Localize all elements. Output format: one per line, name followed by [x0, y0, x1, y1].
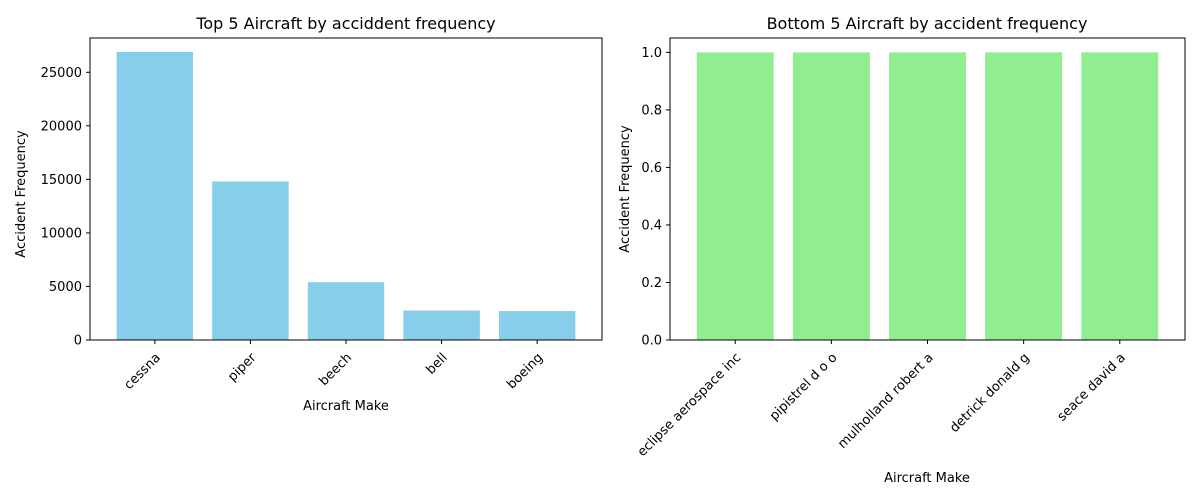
- bar-beech: [307, 282, 385, 340]
- left-chart-plot-frame: [89, 37, 603, 341]
- bar-detrick-donald-g: [985, 52, 1063, 340]
- left-chart-yticks: 0 5000 10000 15000 20000 25000: [41, 66, 90, 349]
- left-chart-xlabel: Aircraft Make: [303, 399, 389, 414]
- y-tick-label: 0.2: [641, 276, 662, 291]
- y-tick-label: 0.8: [641, 103, 662, 118]
- bar-eclipse-aerospace-inc: [696, 52, 774, 340]
- right-chart-bars: [696, 52, 1159, 340]
- y-tick-label: 25000: [41, 66, 82, 81]
- bar-seace-david-a: [1081, 52, 1159, 340]
- bar-piper: [212, 181, 289, 340]
- y-tick-label: 1.0: [641, 46, 662, 61]
- bar-bell: [403, 310, 480, 340]
- y-tick-label: 15000: [41, 173, 82, 188]
- right-chart-yticks: 0.0 0.2 0.4 0.6 0.8 1.0: [641, 46, 670, 349]
- bar-pipistrel-d-o-o: [792, 52, 870, 340]
- y-tick-label: 0.4: [641, 218, 662, 233]
- bar-cessna: [116, 51, 194, 340]
- left-chart-bars: [116, 51, 576, 340]
- y-tick-label: 0.0: [641, 334, 662, 349]
- right-chart-ylabel: Accident Frequency: [618, 125, 633, 253]
- left-chart-ylabel: Accident Frequency: [14, 130, 29, 258]
- right-chart-plot-frame: [669, 37, 1186, 341]
- y-tick-label: 0.6: [641, 161, 662, 176]
- bar-mulholland-robert-a: [889, 52, 966, 340]
- y-tick-label: 10000: [41, 226, 82, 241]
- y-tick-label: 5000: [49, 280, 82, 295]
- bar-boeing: [498, 311, 576, 340]
- y-tick-label: 20000: [41, 119, 82, 134]
- y-tick-label: 0: [74, 334, 82, 349]
- right-chart-title: Bottom 5 Aircraft by accident frequency: [767, 14, 1088, 33]
- left-chart-title: Top 5 Aircraft by acciddent frequency: [195, 14, 495, 33]
- right-chart-xlabel: Aircraft Make: [884, 471, 970, 486]
